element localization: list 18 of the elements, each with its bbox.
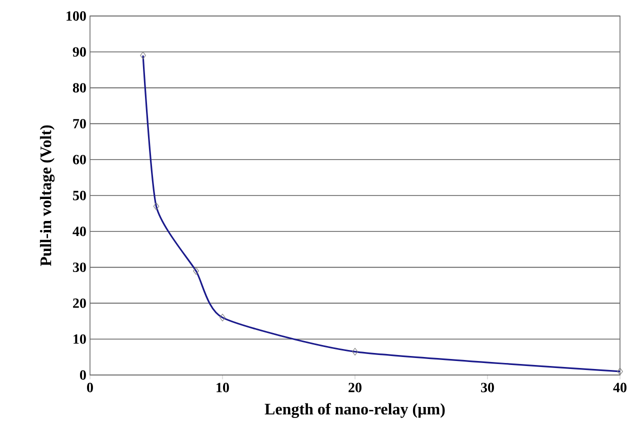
x-axis-title: Length of nano-relay (µm) xyxy=(264,403,445,418)
y-tick-label: 30 xyxy=(73,262,86,272)
y-tick-label: 90 xyxy=(72,47,86,57)
x-tick-label: 0 xyxy=(87,382,93,392)
x-tick-label: 20 xyxy=(348,382,362,392)
x-tick-label: 10 xyxy=(216,382,229,392)
y-tick-label: 40 xyxy=(72,226,86,236)
y-tick-label: 80 xyxy=(72,83,86,93)
y-tick-label: 70 xyxy=(73,118,86,128)
y-tick-label: 100 xyxy=(66,11,86,21)
x-tick-label: 40 xyxy=(613,382,626,392)
y-tick-label: 60 xyxy=(72,154,86,164)
y-tick-label: 20 xyxy=(73,298,86,308)
x-tick-label: 30 xyxy=(481,382,494,392)
y-tick-label: 0 xyxy=(80,370,86,380)
y-axis-title: Pull-in voltage (Volt) xyxy=(40,125,55,266)
y-tick-label: 10 xyxy=(74,334,86,344)
y-tick-label: 50 xyxy=(73,190,86,200)
